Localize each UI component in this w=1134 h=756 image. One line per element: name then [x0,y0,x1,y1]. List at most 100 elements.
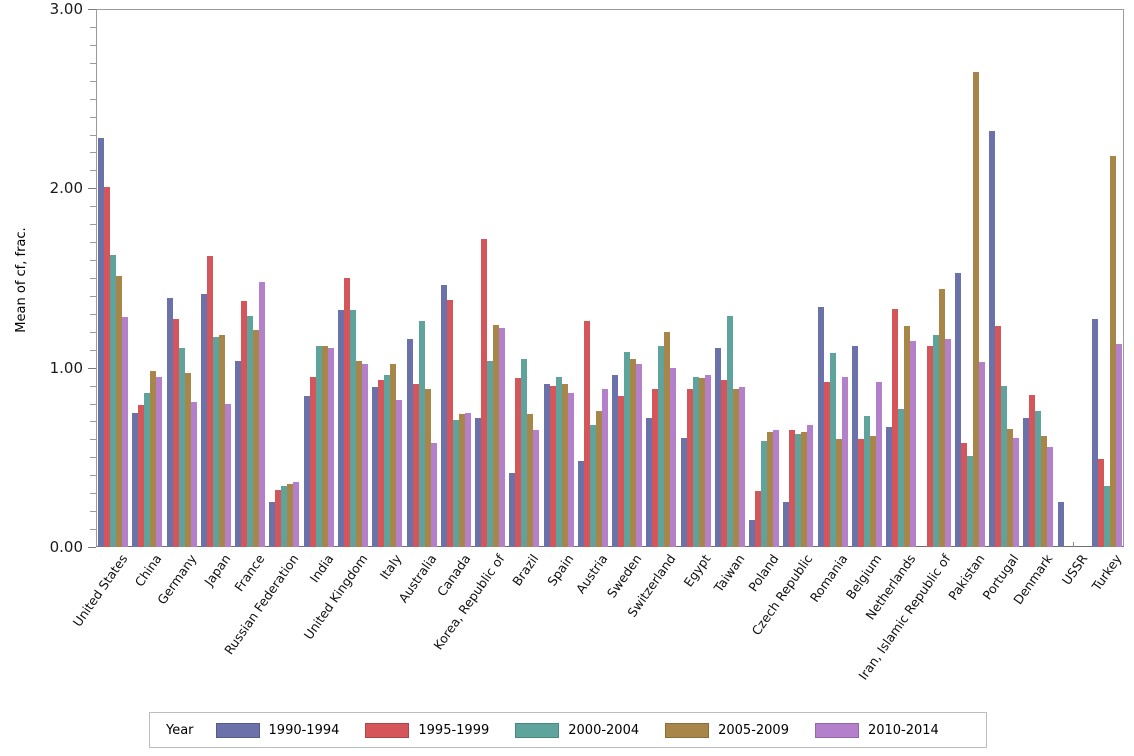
bar-group [921,9,951,547]
bar [253,330,260,547]
bars-layer [96,9,1124,547]
bar-group [1023,9,1054,547]
bar [464,412,471,547]
bar [767,432,774,547]
bar [309,376,316,547]
bar [761,441,768,547]
bar [259,281,266,547]
y-axis-minor-tick [90,439,96,441]
bar [315,346,322,547]
bar [430,443,437,547]
legend-item[interactable]: 2000-2004 [515,722,640,738]
bar-group [269,9,300,547]
y-axis-minor-tick [90,313,96,315]
legend-swatch [215,722,260,738]
bar [293,482,300,547]
y-axis-minor-tick [90,403,96,405]
bar [458,414,465,547]
bar [1035,410,1042,547]
legend-item[interactable]: 1990-1994 [215,722,340,738]
y-axis-minor-tick [90,457,96,459]
bar [1013,437,1020,547]
y-axis-minor-tick [90,260,96,262]
bar [1097,459,1104,547]
bar-group [98,9,129,547]
bar [686,389,693,547]
legend-item[interactable]: 1995-1999 [365,722,489,738]
bar-group [509,9,540,547]
bar-group [989,9,1020,547]
bar [487,360,494,547]
bar [726,315,733,547]
bar [533,430,540,547]
bar [235,360,242,547]
y-axis-minor-tick [90,98,96,100]
bar [595,410,602,547]
legend-title: Year [166,722,194,738]
bar [807,425,814,547]
bar-group [543,9,574,547]
bar [144,392,151,547]
bar [338,310,344,547]
y-axis-major-tick [88,9,96,10]
bar-group [132,9,163,547]
bar [356,360,362,547]
bar [783,502,790,547]
bar [954,272,961,547]
bar [823,382,830,547]
y-axis-minor-tick [90,116,96,118]
bar [156,376,163,547]
bar [321,346,328,547]
x-axis-tick [353,542,354,547]
bar [852,346,858,547]
y-axis-minor-tick [90,152,96,154]
x-axis-tick-label: Korea, Republic of [430,551,508,653]
bar [714,347,721,547]
x-axis-tick [318,542,320,547]
bar [577,460,584,547]
bar [509,473,516,547]
y-axis-minor-tick [90,331,96,333]
bar [122,317,129,547]
bar-group [886,9,917,547]
bar [372,387,379,547]
bar [698,378,705,547]
bar-group [646,9,677,547]
bar [892,308,899,547]
bar [378,380,385,547]
bar-group [954,9,985,547]
bar [680,437,687,547]
x-axis-tick-label: Brazil [509,551,542,589]
bar-group [714,9,745,547]
bar-group [577,9,608,547]
bar [1091,319,1098,547]
x-axis-tick [1072,542,1074,547]
y-axis-minor-tick [90,26,96,28]
bar [269,502,276,547]
bar [944,338,951,547]
bar [138,405,145,547]
bar [829,353,836,547]
x-axis-tick-label: France [231,551,268,595]
y-axis-minor-tick [90,295,96,297]
bar [1001,385,1008,547]
x-axis-tick [1004,542,1006,547]
bar [281,486,288,547]
bar [132,412,139,547]
x-axis-tick [661,542,663,547]
x-axis-tick [558,542,560,547]
chart-legend: Year 1990-1994 1995-1999 2000-2004 2005-200… [149,712,987,748]
legend-label: 2000-2004 [568,722,640,738]
legend-item[interactable]: 2005-2009 [665,722,789,738]
bar-group [475,9,506,547]
y-axis-minor-tick [90,62,96,64]
legend-label: 1990-1994 [268,722,340,738]
y-axis-major-tick [88,367,96,369]
bar [190,401,197,547]
bar [978,362,985,547]
bar [110,254,117,547]
legend-item[interactable]: 2010-2014 [814,722,939,738]
bar [303,396,310,547]
bar [1041,435,1048,547]
y-axis-minor-tick [90,529,96,531]
